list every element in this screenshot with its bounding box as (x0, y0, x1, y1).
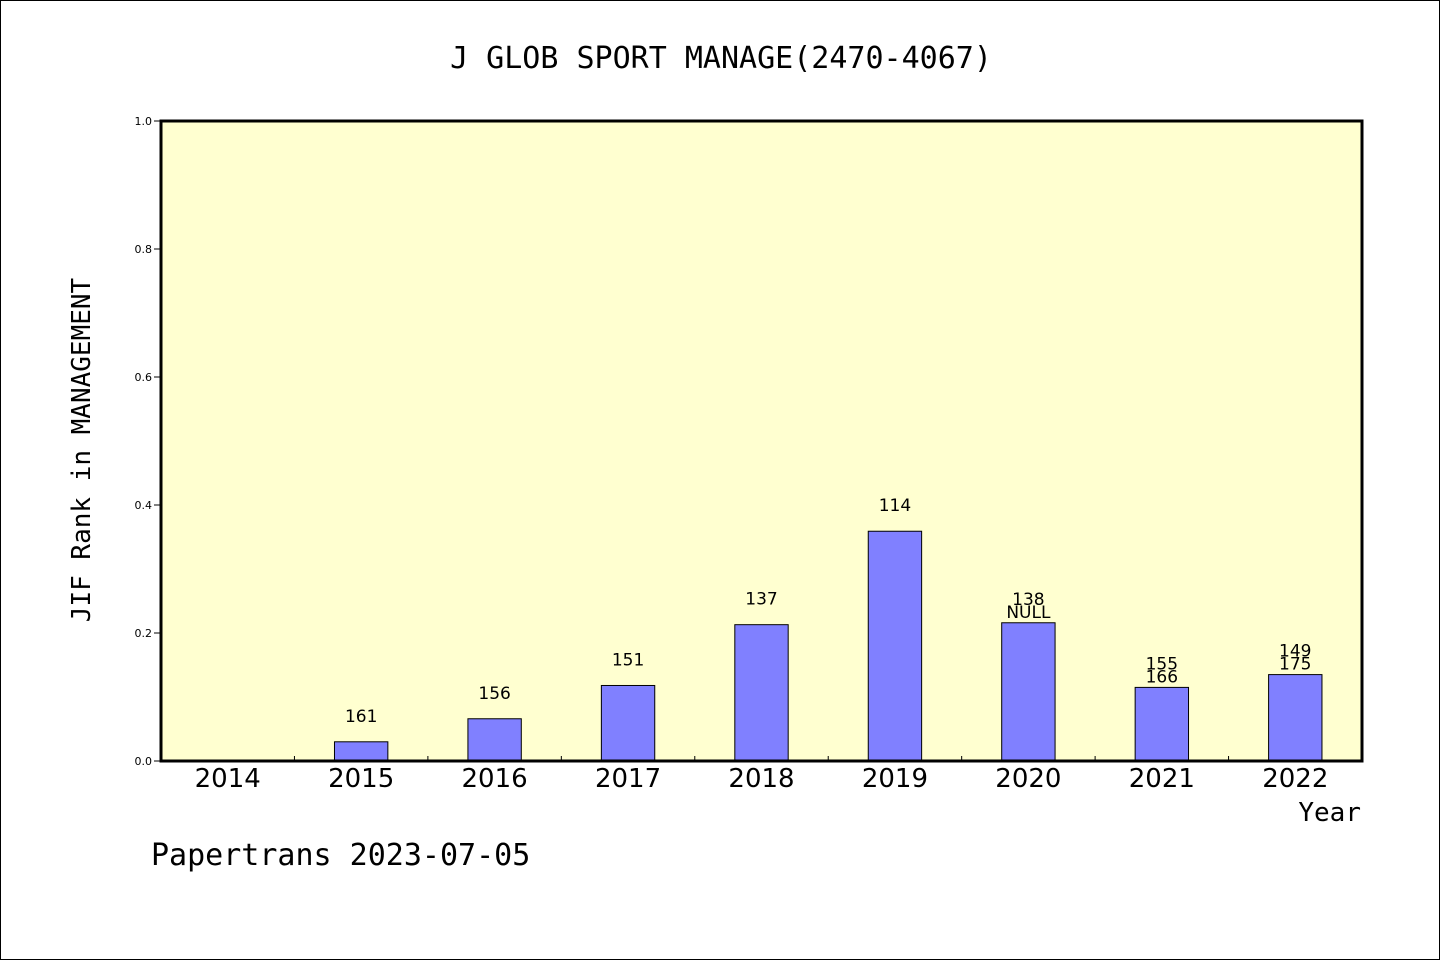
data-label: NULL (1006, 603, 1051, 623)
y-axis-ticks: 0.0 0.2 0.4 0.6 0.8 1.0 (135, 115, 161, 768)
bar-2017 (600, 684, 656, 762)
bar-2018 (734, 624, 789, 762)
bar-2020 (1001, 622, 1056, 762)
data-label: 114 (879, 496, 911, 516)
data-label: 149 (1279, 642, 1311, 662)
plot-border (159, 119, 1364, 763)
bar-2015 (333, 741, 389, 762)
data-label: 137 (745, 590, 777, 610)
x-tick-label: 2015 (328, 764, 394, 794)
bar-2022 (1268, 674, 1323, 762)
data-label: 156 (478, 684, 510, 704)
y-tick-label: 0.4 (135, 499, 153, 512)
y-tick-label: 0.6 (135, 371, 153, 384)
y-tick-label: 1.0 (135, 115, 153, 128)
data-label: 151 (612, 650, 644, 670)
data-label: 161 (345, 707, 377, 727)
data-label: 138 (1012, 590, 1044, 610)
x-tick-label: 2020 (995, 764, 1061, 794)
chart-title: J GLOB SPORT MANAGE(2470-4067) (450, 41, 992, 76)
bars (333, 530, 1323, 762)
x-tick-label: 2016 (462, 764, 528, 794)
y-tick-label: 0.8 (135, 243, 153, 256)
data-label: 155 (1146, 654, 1178, 674)
y-axis-label: JIF Rank in MANAGEMENT (67, 277, 97, 622)
x-tick-label: 2018 (728, 764, 794, 794)
bar-2021 (1134, 686, 1190, 762)
x-axis-label: Year (1298, 798, 1361, 828)
data-label: 175 (1279, 655, 1311, 675)
x-tick-label: 2017 (595, 764, 661, 794)
bar-2016 (467, 718, 522, 762)
bar-2019 (867, 530, 923, 762)
data-label: 166 (1146, 667, 1178, 687)
x-tick-label: 2021 (1129, 764, 1195, 794)
x-tick-label: 2014 (195, 764, 261, 794)
y-tick-label: 0.2 (135, 627, 153, 640)
x-tick-label: 2022 (1262, 764, 1328, 794)
footer-text: Papertrans 2023-07-05 (151, 838, 530, 873)
x-axis-ticks: 2014 2015 2016 2017 2018 2019 2020 2021 2022 (195, 756, 1328, 794)
x-tick-label: 2019 (862, 764, 928, 794)
y-tick-label: 0.0 (135, 755, 153, 768)
